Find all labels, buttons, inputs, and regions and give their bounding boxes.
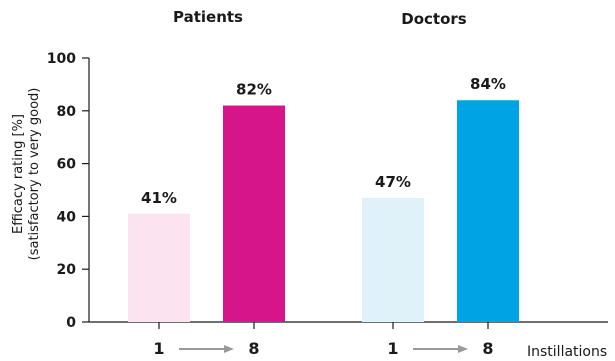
x-category-label-doctors-8: 8 (482, 339, 493, 358)
x-category-label-patients-1: 1 (153, 339, 164, 358)
bar-patients-1 (128, 213, 190, 322)
x-axis-title: Instillations (527, 344, 607, 360)
arrow-head-doctors (458, 345, 468, 353)
y-axis-title-line2: (satisfactory to very good) (27, 88, 42, 261)
bar-doctors-8 (457, 100, 519, 323)
y-axis-title: Efficacy rating [%] (satisfactory to ver… (11, 88, 42, 261)
data-label-patients-1: 41% (141, 189, 177, 207)
group-title-patients: Patients (173, 8, 243, 26)
y-tick-label-100: 100 (47, 51, 76, 67)
x-category-label-patients-8: 8 (248, 339, 259, 358)
data-label-doctors-1: 47% (375, 173, 411, 191)
y-tick-label-80: 80 (57, 104, 77, 120)
arrow-head-patients (224, 345, 234, 353)
data-label-doctors-8: 84% (470, 75, 506, 93)
y-tick-label-60: 60 (57, 157, 77, 173)
bars: 41% 82% 47% 84% (128, 75, 519, 323)
group-title-doctors: Doctors (401, 10, 467, 28)
y-axis-title-line1: Efficacy rating [%] (11, 114, 26, 234)
bar-doctors-1 (362, 197, 424, 322)
y-tick-label-0: 0 (66, 315, 76, 331)
bar-patients-8 (223, 105, 285, 323)
data-label-patients-8: 82% (236, 81, 272, 99)
x-category-label-doctors-1: 1 (387, 339, 398, 358)
y-tick-label-20: 20 (57, 262, 77, 278)
y-tick-label-40: 40 (57, 209, 77, 225)
y-ticks: 0 20 40 60 80 100 (47, 51, 89, 331)
